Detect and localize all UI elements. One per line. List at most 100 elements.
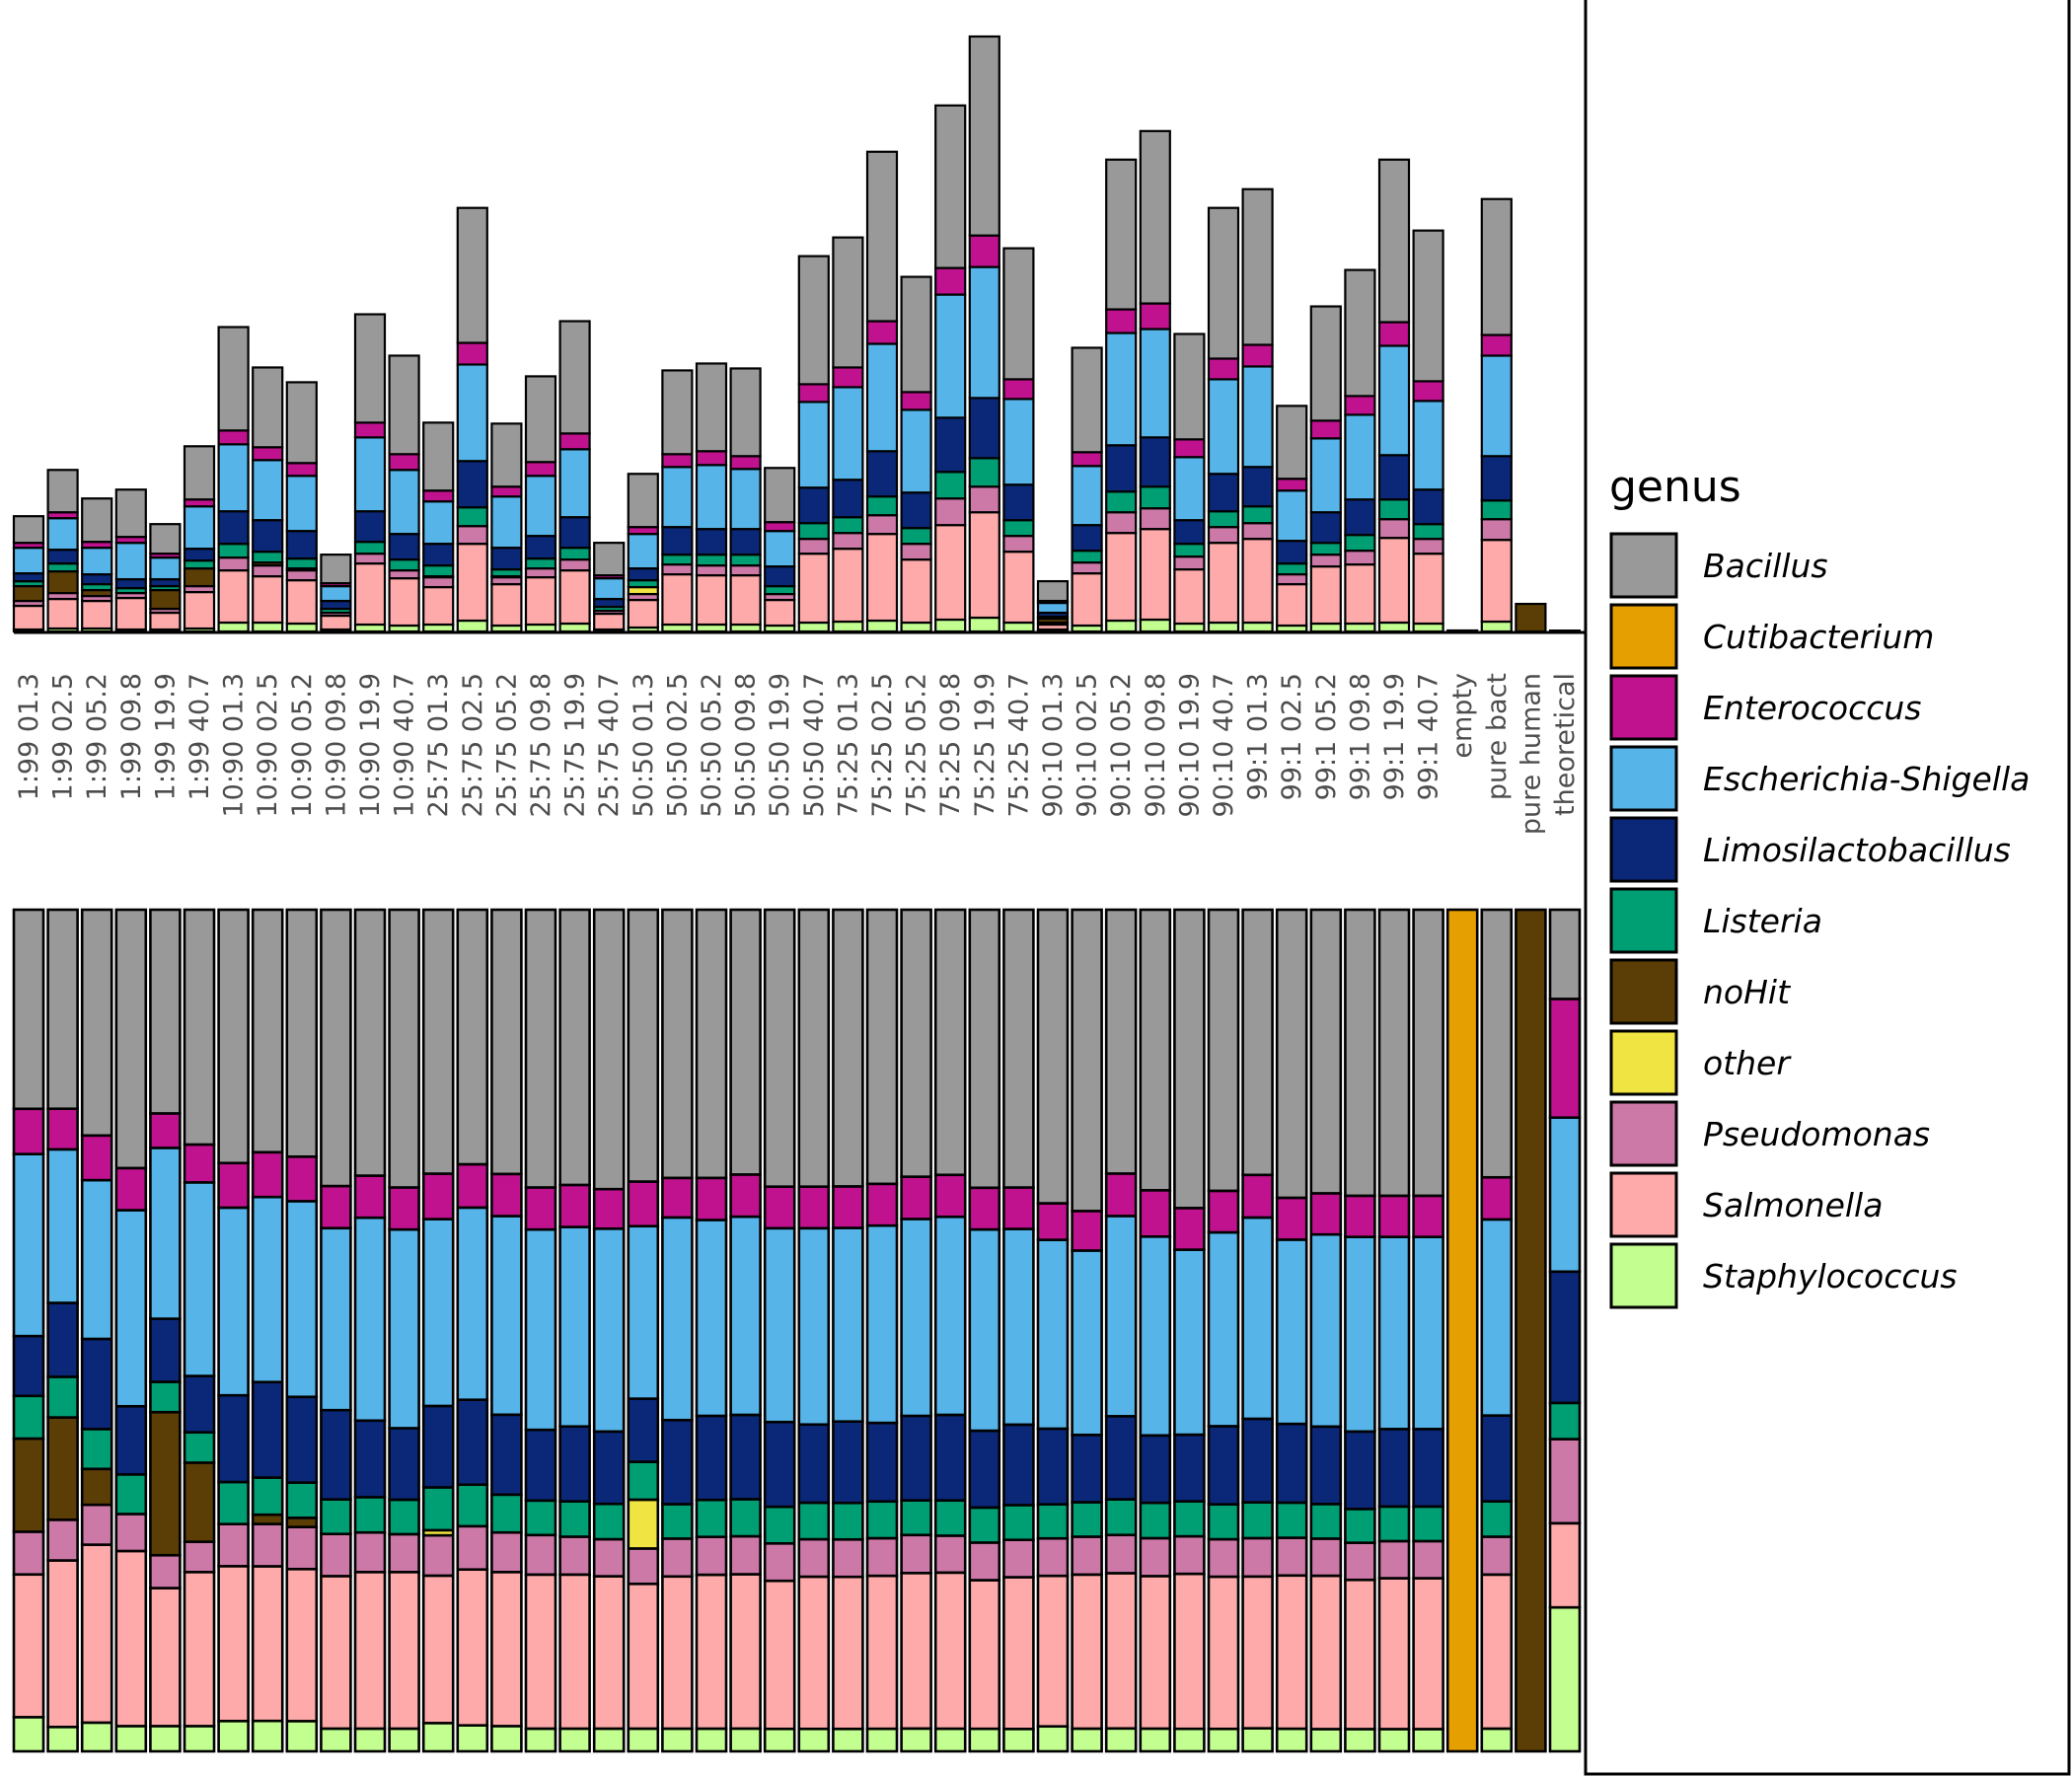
bar-segment-pseudomonas-99-1-09-8: [1344, 550, 1376, 566]
x-tick-label: 75:25 40.7: [1003, 673, 1034, 818]
bar-segment-listeria-75-25-40-7: [1002, 519, 1035, 538]
rel-segment-pseudomonas-25-75-19-9: [558, 1535, 591, 1577]
bar-segment-staphylococcus-90-10-40-7: [1207, 621, 1240, 633]
bar-segment-bacillus-99-1-02-5: [1276, 405, 1308, 481]
bar-segment-escherichia-shigella-99-1-02-5: [1276, 489, 1308, 543]
bar-segment-escherichia-shigella-25-75-02-5: [456, 363, 488, 463]
bar-segment-escherichia-shigella-90-10-09-8: [1139, 328, 1171, 439]
rel-segment-pseudomonas-pure-bact: [1480, 1535, 1514, 1577]
rel-segment-limosilactobacillus-75-25-02-5: [865, 1421, 899, 1504]
x-tick-label: 90:10 40.7: [1209, 673, 1239, 818]
rel-segment-escherichia-shigella-pure-bact: [1480, 1218, 1514, 1417]
bar-segment-listeria-75-25-01-3: [832, 516, 864, 535]
x-tick-label: 75:25 09.8: [935, 673, 966, 818]
rel-segment-listeria-99-1-02-5: [1275, 1501, 1308, 1539]
legend-key-pseudomonas: [1609, 1100, 1678, 1167]
rel-segment-pseudomonas-1-99-02-5: [46, 1518, 79, 1562]
rel-segment-staphylococcus-90-10-05-2: [1104, 1727, 1138, 1753]
rel-segment-salmonella-10-90-40-7: [388, 1571, 420, 1731]
x-tick-label: 75:25 02.5: [867, 673, 898, 818]
bar-segment-bacillus-10-90-09-8: [320, 554, 352, 585]
rel-segment-limosilactobacillus-50-50-19-9: [763, 1420, 796, 1509]
rel-segment-enterococcus-75-25-19-9: [968, 1186, 1001, 1231]
bar-segment-bacillus-90-10-19-9: [1173, 333, 1206, 441]
rel-segment-pseudomonas-99-1-40-7: [1412, 1539, 1444, 1580]
legend-label-salmonella: Salmonella: [1703, 1186, 1883, 1224]
bar-segment-pseudomonas-25-75-02-5: [456, 525, 488, 546]
bar-segment-staphylococcus-10-90-02-5: [252, 621, 284, 633]
bar-segment-salmonella-10-90-05-2: [285, 578, 318, 626]
bar-segment-salmonella-90-10-02-5: [1071, 571, 1103, 628]
rel-segment-enterococcus-10-90-05-2: [285, 1154, 319, 1203]
bar-segment-escherichia-shigella-75-25-05-2: [900, 408, 932, 494]
rel-segment-staphylococcus-90-10-02-5: [1071, 1727, 1103, 1753]
bar-segment-listeria-50-50-09-8: [729, 554, 762, 567]
bar-segment-enterococcus-75-25-05-2: [900, 391, 932, 411]
rel-segment-limosilactobacillus-1-99-02-5: [46, 1301, 79, 1378]
rel-segment-listeria-1-99-09-8: [114, 1473, 148, 1516]
bar-segment-enterococcus-10-90-05-2: [285, 462, 318, 478]
bar-segment-escherichia-shigella-50-50-19-9: [764, 530, 796, 568]
bar-segment-escherichia-shigella-10-90-19-9: [353, 436, 387, 513]
rel-segment-salmonella-99-1-40-7: [1412, 1577, 1444, 1731]
rel-segment-bacillus-50-50-01-3: [627, 908, 660, 1183]
rel-segment-listeria-10-90-09-8: [320, 1498, 352, 1536]
bar-segment-bacillus-50-50-40-7: [797, 255, 830, 386]
x-tick-label: 50:50 09.8: [731, 673, 762, 818]
rel-segment-salmonella-99-1-01-3: [1241, 1575, 1274, 1730]
x-tick-label: 90:10 19.9: [1174, 673, 1205, 818]
rel-segment-escherichia-shigella-90-10-40-7: [1207, 1230, 1240, 1428]
bar-segment-escherichia-shigella-1-99-40-7: [183, 505, 216, 551]
rel-segment-staphylococcus-99-1-05-2: [1309, 1728, 1343, 1753]
rel-segment-salmonella-75-25-09-8: [933, 1571, 967, 1731]
rel-segment-pseudomonas-1-99-09-8: [114, 1513, 148, 1553]
rel-segment-limosilactobacillus-1-99-09-8: [114, 1404, 148, 1476]
bar-segment-staphylococcus-90-10-09-8: [1139, 618, 1171, 633]
bar-segment-pseudomonas-50-50-05-2: [695, 564, 728, 577]
bar-segment-bacillus-25-75-09-8: [524, 375, 557, 464]
rel-segment-salmonella-25-75-09-8: [524, 1573, 557, 1731]
rel-segment-salmonella-90-10-05-2: [1104, 1572, 1138, 1731]
rel-segment-pseudomonas-90-10-09-8: [1139, 1536, 1172, 1578]
rel-segment-enterococcus-99-1-40-7: [1412, 1194, 1444, 1238]
rel-segment-enterococcus-10-90-09-8: [320, 1184, 352, 1230]
bar-segment-escherichia-shigella-99-1-19-9: [1377, 344, 1411, 457]
x-tick-label: pure human: [1516, 673, 1546, 835]
bar-segment-pseudomonas-pure-bact: [1480, 518, 1513, 542]
rel-segment-pseudomonas-50-50-19-9: [763, 1541, 796, 1583]
rel-segment-staphylococcus-99-1-02-5: [1275, 1727, 1308, 1753]
rel-segment-enterococcus-50-50-19-9: [763, 1185, 796, 1230]
rel-segment-escherichia-shigella-10-90-02-5: [251, 1195, 284, 1384]
bar-segment-listeria-25-75-02-5: [456, 506, 488, 528]
rel-segment-limosilactobacillus-1-99-01-3: [12, 1334, 45, 1398]
rel-segment-enterococcus-50-50-02-5: [661, 1176, 694, 1220]
bar-segment-salmonella-99-1-09-8: [1344, 563, 1376, 626]
bar-segment-escherichia-shigella-10-90-40-7: [388, 469, 420, 536]
x-tick-label: theoretical: [1550, 673, 1581, 816]
rel-segment-pseudomonas-25-75-09-8: [524, 1533, 557, 1577]
bar-segment-staphylococcus-90-10-19-9: [1173, 622, 1206, 633]
bar-segment-escherichia-shigella-1-99-02-5: [46, 517, 79, 552]
rel-segment-staphylococcus-10-90-09-8: [320, 1727, 352, 1753]
rel-segment-bacillus-10-90-02-5: [251, 908, 284, 1154]
legend-title: genus: [1609, 462, 1741, 512]
rel-segment-listeria-90-10-02-5: [1071, 1501, 1103, 1538]
legend-key-escherichia-shigella: [1609, 745, 1678, 812]
x-tick-label: 90:10 01.3: [1038, 673, 1069, 818]
rel-segment-escherichia-shigella-50-50-01-3: [627, 1224, 660, 1400]
rel-segment-enterococcus-25-75-05-2: [490, 1172, 523, 1218]
rel-segment-salmonella-10-90-02-5: [251, 1565, 284, 1723]
rel-segment-limosilactobacillus-75-25-19-9: [968, 1429, 1001, 1510]
bar-segment-pseudomonas-99-1-40-7: [1412, 538, 1444, 555]
bar-segment-salmonella-90-10-09-8: [1139, 528, 1171, 622]
rel-segment-limosilactobacillus-99-1-01-3: [1241, 1417, 1274, 1504]
bar-segment-enterococcus-99-1-01-3: [1241, 343, 1274, 368]
rel-segment-pseudomonas-99-1-02-5: [1275, 1536, 1308, 1578]
legend-frame: [1584, 0, 2071, 1776]
bar-segment-escherichia-shigella-75-25-09-8: [934, 293, 967, 419]
rel-segment-listeria-75-25-09-8: [933, 1499, 967, 1537]
bar-segment-bacillus-75-25-09-8: [934, 104, 967, 269]
bar-segment-enterococcus-75-25-01-3: [832, 366, 864, 389]
bar-segment-enterococcus-25-75-01-3: [422, 489, 455, 503]
bar-segment-listeria-10-90-05-2: [285, 557, 318, 570]
